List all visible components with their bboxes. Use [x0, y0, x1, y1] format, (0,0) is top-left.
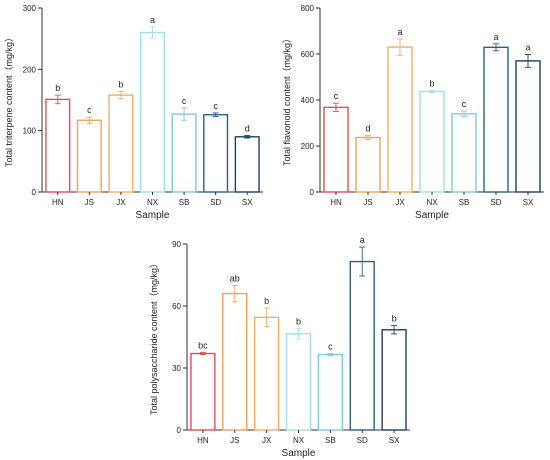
significance-letter: a — [525, 42, 530, 52]
x-axis-label: Sample — [136, 210, 170, 221]
y-tick-label: 200 — [301, 142, 315, 151]
bar-sd — [483, 46, 509, 193]
y-tick-label: 800 — [301, 4, 315, 13]
bar-nx — [419, 90, 445, 193]
x-tick-label: JX — [116, 198, 126, 207]
significance-letter: b — [264, 296, 269, 306]
chart-panel-3: 0 30 60 90 bc HN ab JS b JX b NX c SB a SD b SX Sample Tota… — [149, 235, 410, 459]
x-axis-label: Sample — [282, 448, 316, 459]
significance-letter: b — [429, 78, 434, 88]
bar-hn — [190, 352, 216, 431]
y-axis-label: Total flavonoid content（mg/kg） — [282, 34, 292, 166]
bar-sb — [317, 353, 344, 431]
bar-nx — [139, 31, 166, 193]
y-axis-label: Total triterpene content（mg/kg） — [4, 33, 14, 167]
y-tick-label: 100 — [23, 127, 37, 136]
bar-sx — [234, 136, 260, 193]
x-tick-label: HN — [197, 436, 209, 445]
significance-letter: c — [328, 342, 333, 352]
bar-sd — [349, 260, 375, 431]
bar-sb — [171, 113, 197, 193]
x-tick-label: NX — [293, 436, 305, 445]
y-tick-label: 0 — [177, 426, 182, 435]
x-tick-label: SB — [325, 436, 336, 445]
x-tick-label: SX — [523, 198, 534, 207]
significance-letter: c — [182, 96, 187, 106]
y-tick-label: 400 — [301, 96, 315, 105]
bar-hn — [323, 106, 349, 193]
y-tick-label: 0 — [32, 188, 37, 197]
significance-letter: c — [213, 101, 218, 111]
significance-letter: b — [392, 314, 397, 324]
x-tick-label: NX — [147, 198, 159, 207]
significance-letter: b — [118, 79, 123, 89]
bar-sx — [515, 60, 541, 193]
significance-letter: d — [365, 124, 370, 134]
significance-letter: b — [55, 83, 60, 93]
x-tick-label: JX — [262, 436, 272, 445]
bar-jx — [253, 316, 280, 431]
significance-letter: a — [150, 15, 155, 25]
bar-js — [76, 119, 102, 193]
x-tick-label: JS — [363, 198, 372, 207]
significance-letter: bc — [198, 341, 208, 351]
x-tick-label: SX — [242, 198, 253, 207]
y-tick-label: 30 — [172, 364, 181, 373]
x-tick-label: SD — [357, 436, 368, 445]
x-axis-label: Sample — [415, 210, 449, 221]
x-tick-label: JX — [395, 198, 405, 207]
x-tick-label: SB — [459, 198, 470, 207]
chart-panel-1: 0 100 200 300 b HN c JS b JX a NX c SB c SD d SX Sample Tot… — [4, 4, 263, 221]
significance-letter: b — [296, 317, 301, 327]
significance-letter: a — [397, 27, 402, 37]
bar-js — [222, 292, 248, 431]
bar-sb — [451, 113, 477, 193]
y-tick-label: 300 — [23, 4, 37, 13]
x-tick-label: SB — [179, 198, 190, 207]
x-tick-label: HN — [330, 198, 342, 207]
significance-letter: c — [334, 91, 339, 101]
significance-letter: ab — [230, 273, 240, 283]
significance-letter: a — [360, 235, 365, 245]
x-tick-label: JS — [85, 198, 94, 207]
y-tick-label: 60 — [172, 302, 181, 311]
x-tick-label: SD — [490, 198, 501, 207]
significance-letter: d — [245, 124, 250, 134]
bar-js — [355, 136, 381, 193]
significance-letter: a — [493, 32, 498, 42]
x-tick-label: SX — [389, 436, 400, 445]
bar-hn — [45, 98, 71, 193]
bar-sd — [203, 114, 229, 193]
y-tick-label: 0 — [310, 188, 315, 197]
bar-jx — [387, 46, 413, 193]
x-tick-label: SD — [210, 198, 221, 207]
y-axis-label: Total polysaccharide content（mg/kg） — [149, 259, 159, 415]
significance-letter: c — [462, 99, 467, 109]
bar-jx — [108, 94, 134, 193]
bar-nx — [285, 333, 312, 431]
y-tick-label: 200 — [23, 65, 37, 74]
chart-panel-2: 0 200 400 600 800 c HN d JS a JX b NX c SB a SD a SX Sample… — [282, 4, 544, 221]
bar-sx — [381, 329, 407, 431]
y-tick-label: 90 — [172, 240, 181, 249]
x-tick-label: HN — [52, 198, 64, 207]
y-tick-label: 600 — [301, 50, 315, 59]
x-tick-label: JS — [230, 436, 239, 445]
x-tick-label: NX — [426, 198, 438, 207]
significance-letter: c — [87, 105, 92, 115]
